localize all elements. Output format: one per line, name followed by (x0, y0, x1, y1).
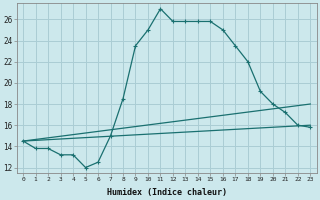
X-axis label: Humidex (Indice chaleur): Humidex (Indice chaleur) (107, 188, 227, 197)
